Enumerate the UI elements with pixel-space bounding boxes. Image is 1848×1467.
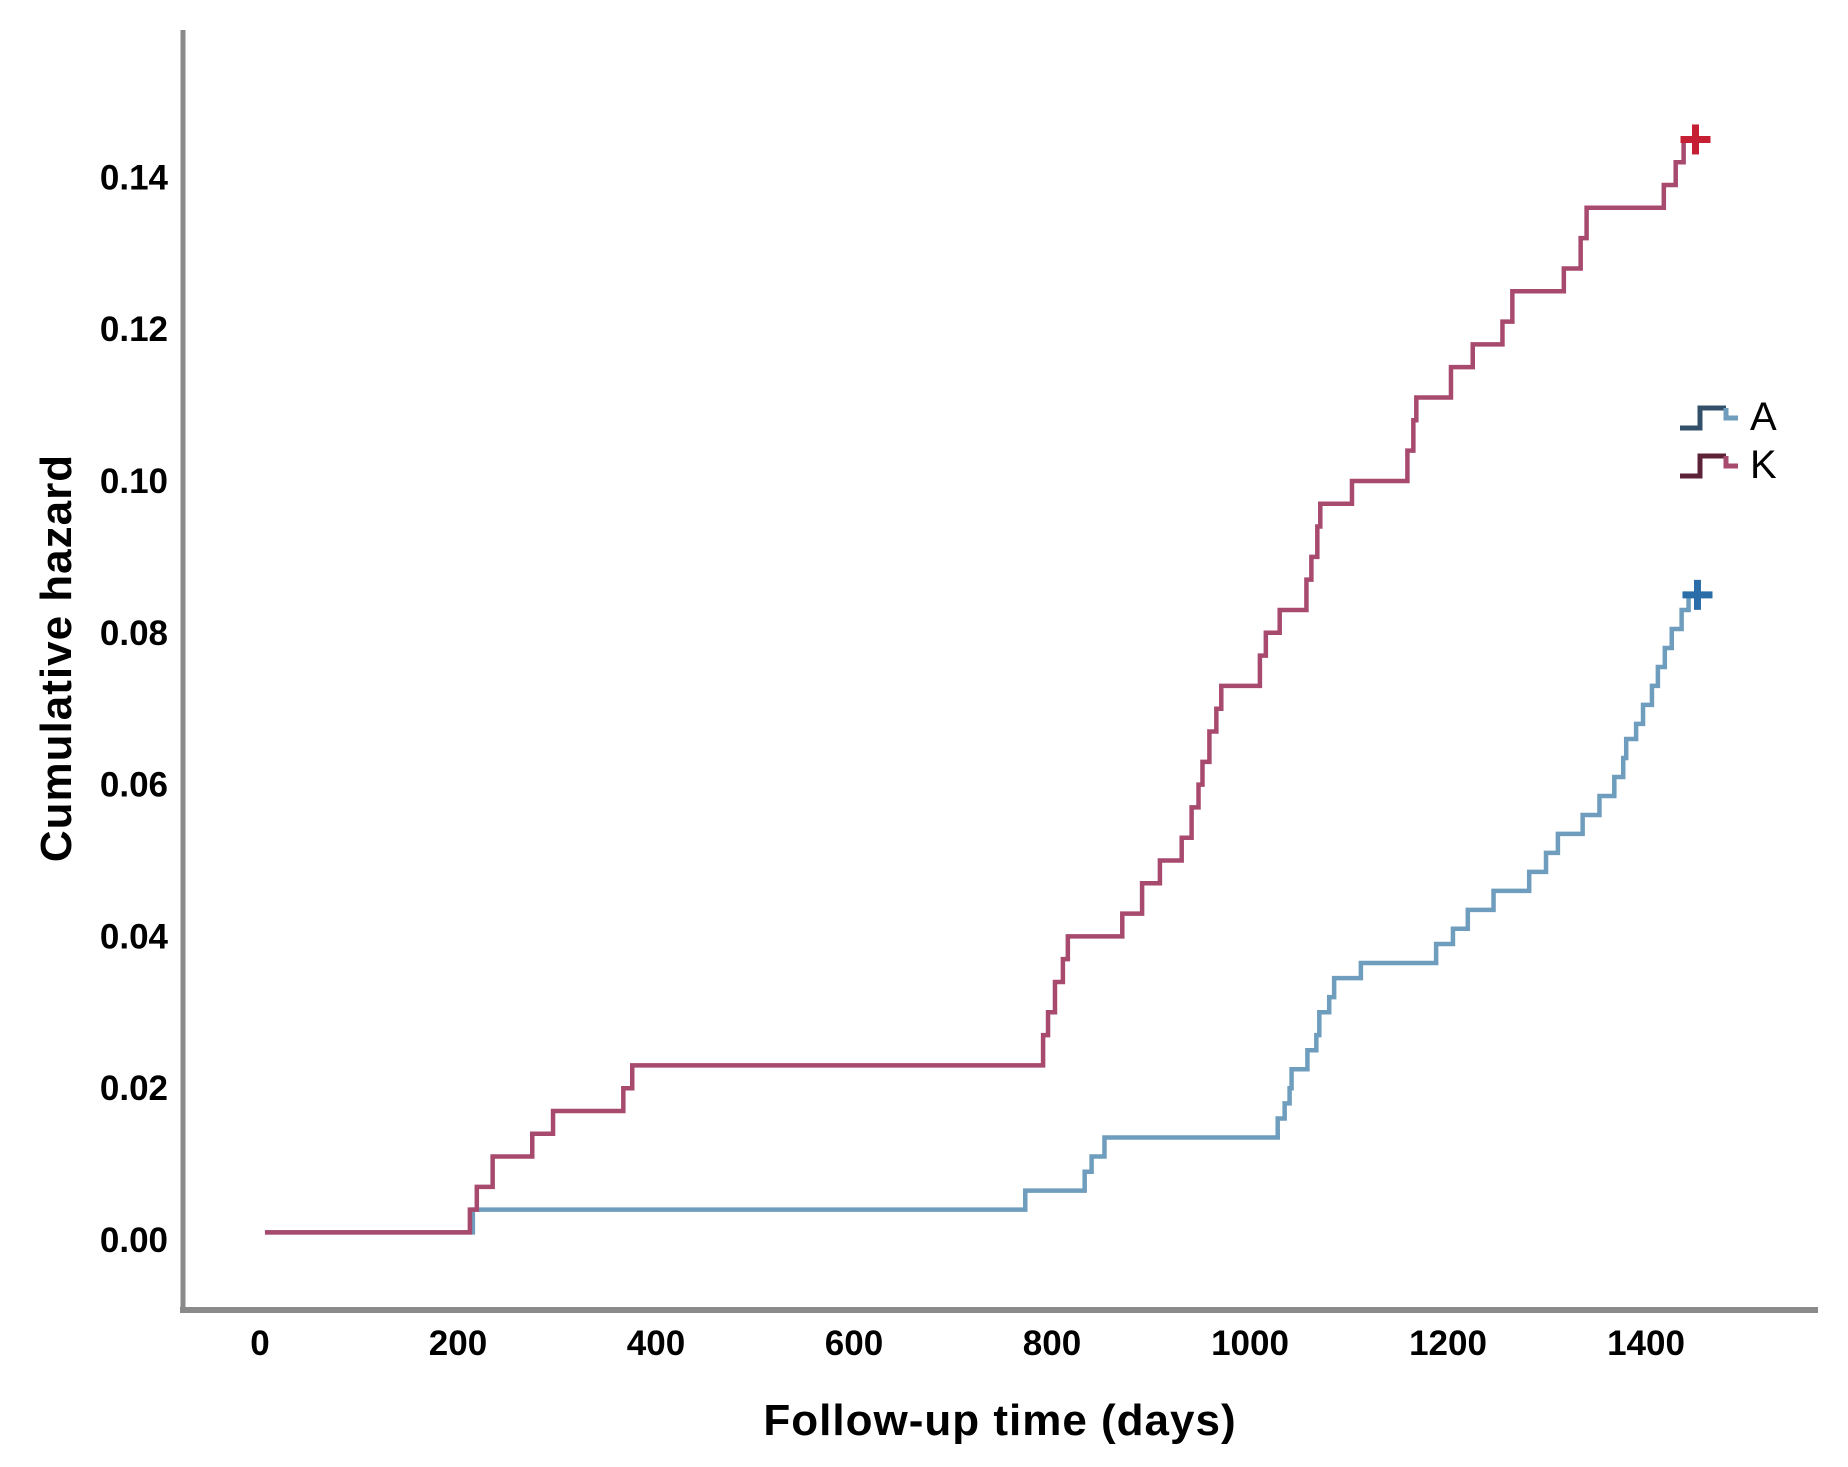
y-tick-label: 0.14 [100, 158, 169, 197]
step-line-icon-segment [1680, 405, 1726, 431]
x-tick-label: 400 [627, 1324, 685, 1363]
series-a-line [264, 592, 1698, 1235]
x-axis-title: Follow-up time (days) [763, 1396, 1237, 1445]
y-tick-label: 0.00 [100, 1221, 168, 1260]
step-line-icon [1680, 453, 1738, 479]
x-tick-label: 1400 [1607, 1324, 1685, 1363]
x-tick-label: 200 [429, 1324, 487, 1363]
x-tick-label: 0 [250, 1324, 269, 1363]
step-line-icon-segment [1723, 408, 1738, 421]
x-tick-label: 600 [825, 1324, 883, 1363]
legend: A K [1678, 396, 1777, 486]
y-tick-label: 0.06 [100, 766, 168, 805]
y-tick-label: 0.02 [100, 1069, 168, 1108]
step-line-icon-segment [1680, 453, 1726, 479]
x-tick-label: 1000 [1211, 1324, 1289, 1363]
y-tick-label: 0.04 [100, 917, 169, 956]
step-line-icon [1680, 405, 1738, 431]
legend-label-k: K [1750, 443, 1777, 487]
series-k-line [264, 137, 1696, 1235]
x-tick-label: 800 [1023, 1324, 1081, 1363]
y-tick-label: 0.08 [100, 614, 168, 653]
y-tick-label: 0.12 [100, 310, 168, 349]
y-tick-label: 0.10 [100, 462, 168, 501]
legend-label-a: A [1750, 395, 1777, 439]
legend-item-a: A [1678, 396, 1777, 438]
step-line-icon-segment [1723, 456, 1738, 469]
legend-item-k: K [1678, 444, 1777, 486]
x-tick-label: 1200 [1409, 1324, 1487, 1363]
y-axis-title: Cumulative hazard [32, 453, 81, 863]
